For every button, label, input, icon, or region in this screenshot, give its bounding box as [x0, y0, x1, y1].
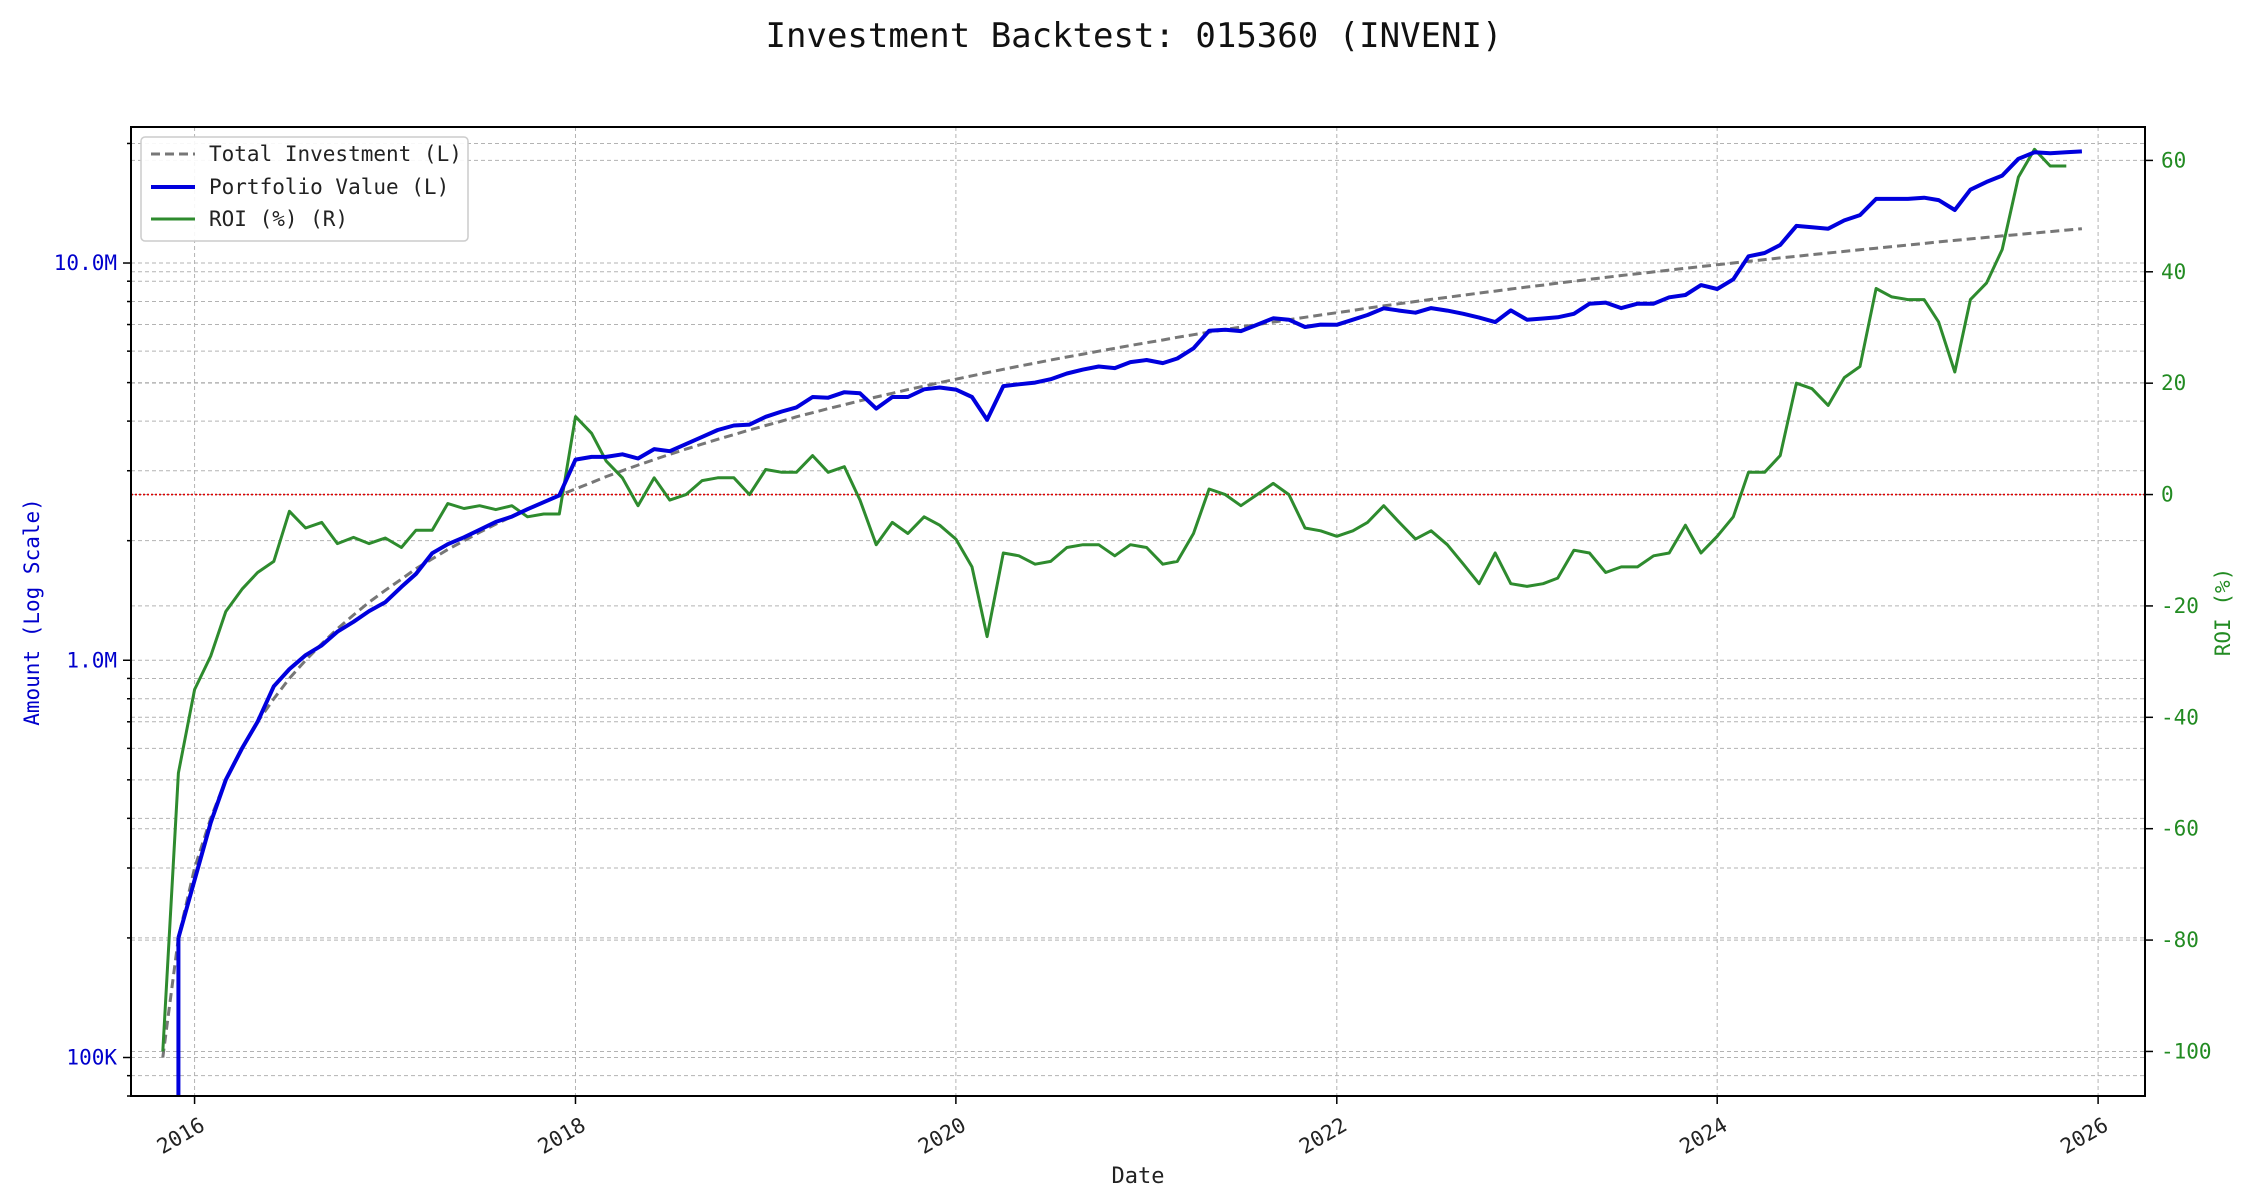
right-tick-label: 0 [2161, 483, 2174, 507]
right-tick-label: -80 [2161, 928, 2199, 952]
series-line-portfolio-value [176, 149, 2083, 939]
x-axis-label: Date [1112, 1164, 1165, 1189]
left-tick-label: 100K [66, 1046, 117, 1070]
right-tick-label: 60 [2161, 148, 2186, 172]
series-layer [161, 147, 2083, 1096]
right-tick-label: -60 [2161, 817, 2199, 841]
grid-layer [131, 127, 2145, 1097]
right-tick-label: 20 [2161, 371, 2186, 395]
x-tick-label: 2018 [534, 1113, 590, 1159]
right-axis-label: ROI (%) [2211, 568, 2235, 657]
x-tick-label: 2026 [2056, 1113, 2112, 1159]
plot-frame [130, 126, 2146, 1097]
right-tick-label: -40 [2161, 705, 2199, 729]
legend: Total Investment (L) Portfolio Value (L)… [140, 136, 469, 242]
legend-label-roi: ROI (%) (R) [209, 207, 348, 231]
right-tick-label: -100 [2161, 1039, 2212, 1063]
left-axis-label: Amount (Log Scale) [20, 498, 44, 726]
x-tick-label: 2016 [153, 1113, 209, 1159]
legend-box [140, 136, 469, 242]
series-line-roi [161, 147, 2067, 1052]
chart-title: Investment Backtest: 015360 (INVENI) [766, 16, 1503, 56]
right-tick-label: -20 [2161, 594, 2199, 618]
x-tick-label: 2020 [914, 1113, 970, 1159]
plot-area [161, 147, 2083, 1096]
legend-label-portfolio-value: Portfolio Value (L) [209, 175, 449, 199]
right-tick-label: 40 [2161, 260, 2186, 284]
left-tick-label: 10.0M [54, 251, 117, 275]
x-tick-label: 2022 [1295, 1113, 1351, 1159]
left-tick-label: 1.0M [66, 648, 117, 672]
series-line-total-investment [161, 227, 2083, 1058]
legend-label-total-investment: Total Investment (L) [209, 142, 462, 166]
x-tick-label: 2024 [1675, 1113, 1731, 1159]
